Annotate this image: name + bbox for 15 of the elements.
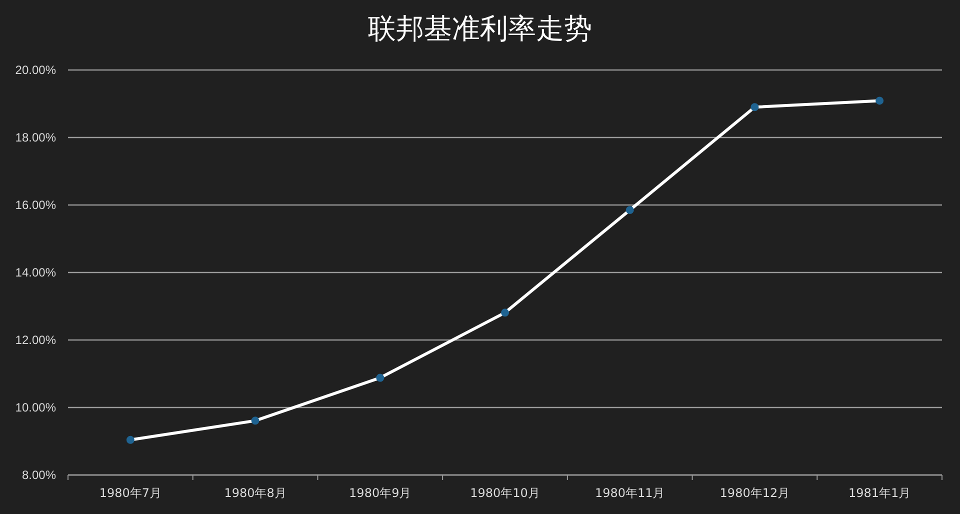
y-tick-label: 8.00%: [22, 468, 56, 482]
x-tick-label: 1980年8月: [224, 486, 286, 500]
x-tick-label: 1980年11月: [594, 486, 665, 500]
x-tick-label: 1980年7月: [99, 486, 162, 500]
y-tick-label: 18.00%: [15, 130, 56, 145]
x-tick-label: 1980年9月: [349, 486, 412, 500]
chart-title: 联邦基准利率走势: [368, 12, 592, 45]
x-tick-label: 1981年1月: [848, 486, 911, 500]
y-tick-label: 12.00%: [15, 333, 56, 348]
x-tick-label: 1980年12月: [720, 486, 790, 500]
x-tick-label: 1980年10月: [470, 486, 540, 500]
y-tick-label: 16.00%: [15, 198, 56, 212]
y-tick-label: 14.00%: [15, 266, 56, 280]
y-tick-label: 20.00%: [15, 63, 56, 78]
y-tick-label: 10.00%: [15, 400, 56, 415]
